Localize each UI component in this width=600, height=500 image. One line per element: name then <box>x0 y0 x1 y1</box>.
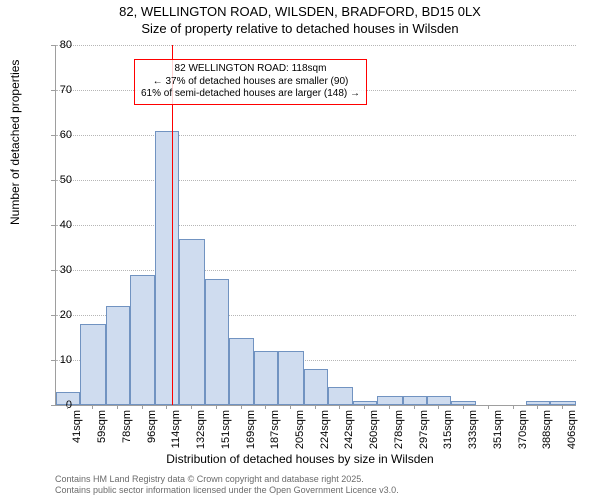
x-tick-mark <box>117 405 118 409</box>
x-tick-label: 333sqm <box>467 410 479 449</box>
gridline <box>56 180 576 181</box>
x-tick-label: 315sqm <box>442 410 454 449</box>
histogram-bar <box>403 396 427 405</box>
y-tick-label: 0 <box>52 399 72 411</box>
histogram-bar <box>550 401 576 406</box>
histogram-bar <box>155 131 179 406</box>
histogram-bar <box>451 401 475 406</box>
y-tick-label: 20 <box>52 309 72 321</box>
y-tick-label: 10 <box>52 354 72 366</box>
x-tick-label: 96sqm <box>146 410 158 443</box>
y-tick-mark <box>51 360 55 361</box>
x-tick-label: 260sqm <box>368 410 380 449</box>
x-tick-mark <box>438 405 439 409</box>
x-tick-label: 406sqm <box>566 410 578 449</box>
x-tick-label: 132sqm <box>195 410 207 449</box>
x-tick-mark <box>364 405 365 409</box>
x-tick-label: 59sqm <box>96 410 108 443</box>
x-tick-mark <box>339 405 340 409</box>
y-tick-label: 70 <box>52 84 72 96</box>
y-tick-mark <box>51 180 55 181</box>
y-tick-label: 30 <box>52 264 72 276</box>
y-axis-label: Number of detached properties <box>8 60 22 225</box>
histogram-bar <box>427 396 451 405</box>
x-tick-label: 78sqm <box>121 410 133 443</box>
x-tick-label: 351sqm <box>492 410 504 449</box>
x-tick-mark <box>142 405 143 409</box>
y-tick-mark <box>51 315 55 316</box>
x-tick-mark <box>191 405 192 409</box>
credits-line2: Contains public sector information licen… <box>55 485 399 496</box>
credits: Contains HM Land Registry data © Crown c… <box>55 474 399 496</box>
histogram-bar <box>205 279 229 405</box>
gridline <box>56 45 576 46</box>
x-tick-mark <box>216 405 217 409</box>
chart-title-main: 82, WELLINGTON ROAD, WILSDEN, BRADFORD, … <box>0 4 600 19</box>
x-tick-label: 388sqm <box>541 410 553 449</box>
gridline <box>56 225 576 226</box>
histogram-bar <box>353 401 377 406</box>
y-tick-label: 60 <box>52 129 72 141</box>
x-tick-label: 187sqm <box>269 410 281 449</box>
histogram-bar <box>106 306 130 405</box>
histogram-bar <box>80 324 106 405</box>
histogram-bar <box>179 239 205 406</box>
x-tick-mark <box>166 405 167 409</box>
y-tick-mark <box>51 90 55 91</box>
gridline <box>56 270 576 271</box>
annotation-box: 82 WELLINGTON ROAD: 118sqm ← 37% of deta… <box>134 59 367 105</box>
x-tick-mark <box>389 405 390 409</box>
histogram-bar <box>304 369 328 405</box>
y-tick-mark <box>51 270 55 271</box>
y-tick-label: 50 <box>52 174 72 186</box>
y-tick-mark <box>51 405 55 406</box>
y-tick-label: 80 <box>52 39 72 51</box>
x-tick-label: 114sqm <box>170 410 182 448</box>
histogram-bar <box>328 387 352 405</box>
x-tick-mark <box>92 405 93 409</box>
x-tick-mark <box>463 405 464 409</box>
y-tick-label: 40 <box>52 219 72 231</box>
annotation-line3: 61% of semi-detached houses are larger (… <box>141 88 360 101</box>
histogram-bar <box>278 351 304 405</box>
x-tick-mark <box>414 405 415 409</box>
x-tick-label: 41sqm <box>71 410 83 443</box>
x-tick-mark <box>513 405 514 409</box>
y-tick-mark <box>51 225 55 226</box>
histogram-bar <box>254 351 278 405</box>
x-tick-mark <box>67 405 68 409</box>
y-tick-mark <box>51 135 55 136</box>
x-tick-label: 297sqm <box>418 410 430 449</box>
histogram-bar <box>229 338 253 406</box>
y-tick-mark <box>51 45 55 46</box>
annotation-line2: ← 37% of detached houses are smaller (90… <box>141 76 360 89</box>
x-tick-label: 151sqm <box>220 410 232 449</box>
histogram-bar <box>130 275 154 406</box>
x-tick-mark <box>290 405 291 409</box>
x-tick-label: 205sqm <box>294 410 306 449</box>
x-tick-mark <box>315 405 316 409</box>
histogram-bar <box>377 396 403 405</box>
x-tick-label: 278sqm <box>393 410 405 449</box>
chart-container: 82, WELLINGTON ROAD, WILSDEN, BRADFORD, … <box>0 0 600 500</box>
chart-title-sub: Size of property relative to detached ho… <box>0 21 600 36</box>
gridline <box>56 135 576 136</box>
x-tick-label: 224sqm <box>319 410 331 449</box>
x-axis-label: Distribution of detached houses by size … <box>0 452 600 466</box>
x-tick-mark <box>562 405 563 409</box>
x-tick-mark <box>488 405 489 409</box>
x-tick-mark <box>265 405 266 409</box>
annotation-line1: 82 WELLINGTON ROAD: 118sqm <box>141 63 360 76</box>
x-tick-mark <box>537 405 538 409</box>
x-tick-label: 169sqm <box>245 410 257 449</box>
credits-line1: Contains HM Land Registry data © Crown c… <box>55 474 399 485</box>
x-tick-mark <box>241 405 242 409</box>
x-tick-label: 242sqm <box>343 410 355 449</box>
x-tick-label: 370sqm <box>517 410 529 449</box>
histogram-bar <box>526 401 550 406</box>
